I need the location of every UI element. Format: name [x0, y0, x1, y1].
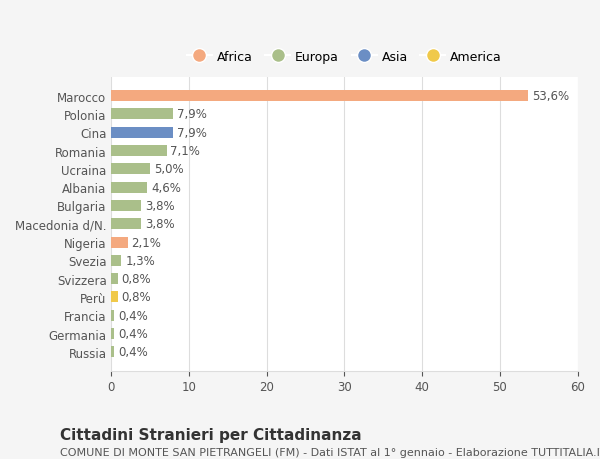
Bar — [112, 164, 150, 175]
Text: 0,8%: 0,8% — [121, 291, 151, 304]
Text: 5,0%: 5,0% — [154, 163, 184, 176]
Bar — [112, 146, 167, 157]
Text: 0,4%: 0,4% — [118, 309, 148, 322]
Bar — [112, 292, 118, 303]
Text: 4,6%: 4,6% — [151, 181, 181, 194]
Text: Cittadini Stranieri per Cittadinanza: Cittadini Stranieri per Cittadinanza — [60, 427, 362, 442]
Text: COMUNE DI MONTE SAN PIETRANGELI (FM) - Dati ISTAT al 1° gennaio - Elaborazione T: COMUNE DI MONTE SAN PIETRANGELI (FM) - D… — [60, 448, 600, 458]
Text: 0,4%: 0,4% — [118, 346, 148, 358]
Text: 3,8%: 3,8% — [145, 218, 175, 231]
Text: 1,3%: 1,3% — [125, 254, 155, 267]
Bar — [112, 347, 115, 358]
Bar — [112, 182, 147, 193]
Text: 7,1%: 7,1% — [170, 145, 200, 158]
Text: 0,4%: 0,4% — [118, 327, 148, 340]
Bar — [112, 128, 173, 139]
Bar — [112, 255, 121, 266]
Bar — [112, 310, 115, 321]
Bar — [112, 274, 118, 285]
Text: 3,8%: 3,8% — [145, 200, 175, 213]
Bar — [112, 109, 173, 120]
Text: 7,9%: 7,9% — [176, 127, 206, 140]
Text: 7,9%: 7,9% — [176, 108, 206, 121]
Text: 53,6%: 53,6% — [532, 90, 569, 103]
Bar — [112, 328, 115, 339]
Legend: Africa, Europa, Asia, America: Africa, Europa, Asia, America — [182, 46, 507, 69]
Bar — [112, 219, 141, 230]
Bar — [112, 91, 528, 102]
Text: 2,1%: 2,1% — [131, 236, 161, 249]
Bar — [112, 201, 141, 212]
Text: 0,8%: 0,8% — [121, 273, 151, 285]
Bar — [112, 237, 128, 248]
